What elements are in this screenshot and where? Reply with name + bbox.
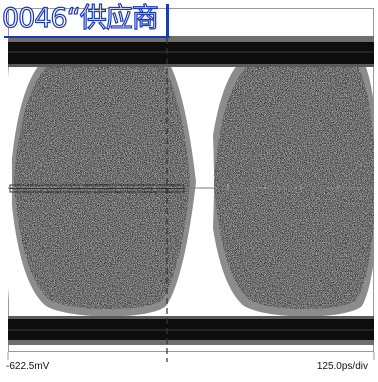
- logic-high-rail: [8, 36, 374, 67]
- caption-overlay: 0046“供应商: [1, 2, 159, 34]
- eye-left-noise: [14, 55, 190, 309]
- crossing-gap-center: [190, 66, 214, 300]
- logic-low-rail: [8, 316, 374, 345]
- eye-right-noise: [214, 55, 374, 309]
- vertical-offset-readout: -622.5mV: [6, 361, 50, 372]
- level-marker[interactable]: [9, 184, 185, 193]
- eye-opening-left: [10, 47, 196, 317]
- caption-bracket: [166, 4, 169, 38]
- eye-opening-right: [208, 47, 374, 317]
- timebase-readout: 125.0ps/div: [316, 361, 368, 372]
- crossing-gap-left: [8, 66, 12, 300]
- caption-underline: [4, 36, 170, 38]
